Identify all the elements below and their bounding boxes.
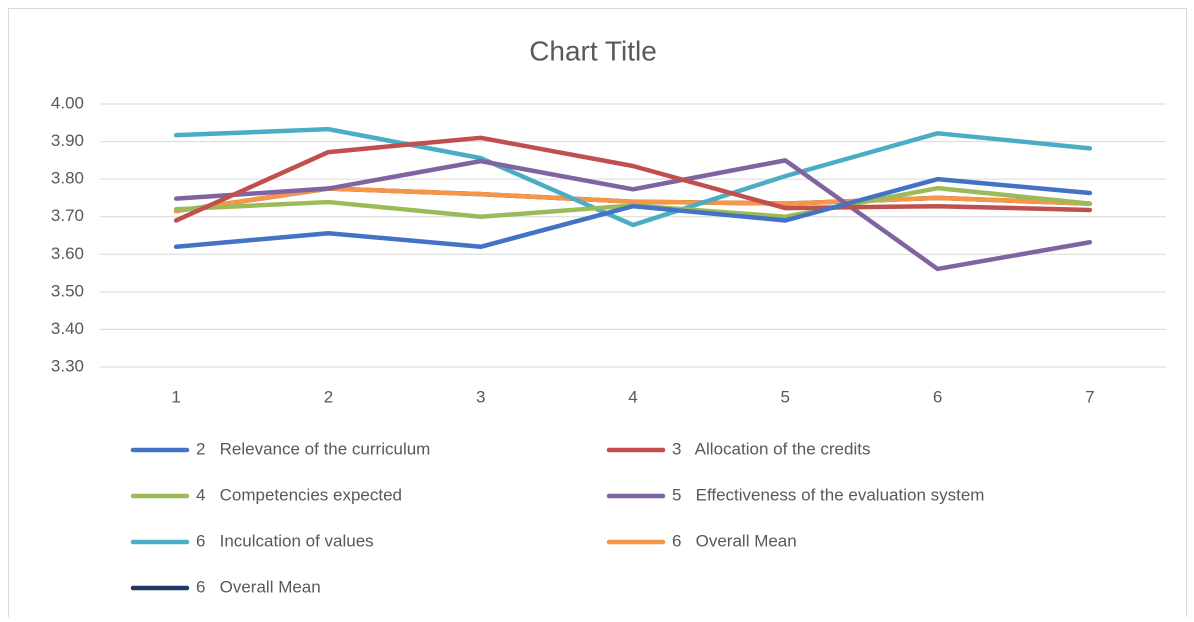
chart-title: Chart Title [529,35,657,66]
legend-label: 6 Overall Mean [672,531,797,550]
y-tick-label: 3.50 [51,281,84,300]
x-tick-label: 4 [628,387,637,406]
y-tick-label: 3.80 [51,169,84,188]
legend-label: 6 Overall Mean [196,577,321,596]
y-tick-label: 4.00 [51,93,84,112]
x-tick-label: 3 [476,387,485,406]
x-tick-label: 6 [933,387,942,406]
x-tick-label: 5 [781,387,790,406]
y-tick-label: 3.30 [51,356,84,375]
series-line [173,176,1093,250]
series-line [173,135,1093,223]
x-tick-label: 7 [1085,387,1094,406]
y-tick-label: 3.60 [51,244,84,263]
y-tick-label: 3.40 [51,319,84,338]
series-line [173,126,1093,228]
legend-label: 4 Competencies expected [196,485,402,504]
legend-label: 2 Relevance of the curriculum [196,439,430,458]
x-tick-label: 1 [171,387,180,406]
legend-label: 6 Inculcation of values [196,531,374,550]
y-tick-label: 3.70 [51,206,84,225]
legend-label: 5 Effectiveness of the evaluation system [672,485,984,504]
series-line [173,158,1093,272]
y-tick-label: 3.90 [51,131,84,150]
x-tick-label: 2 [324,387,333,406]
legend-label: 3 Allocation of the credits [672,439,870,458]
chart-frame [8,8,1187,622]
